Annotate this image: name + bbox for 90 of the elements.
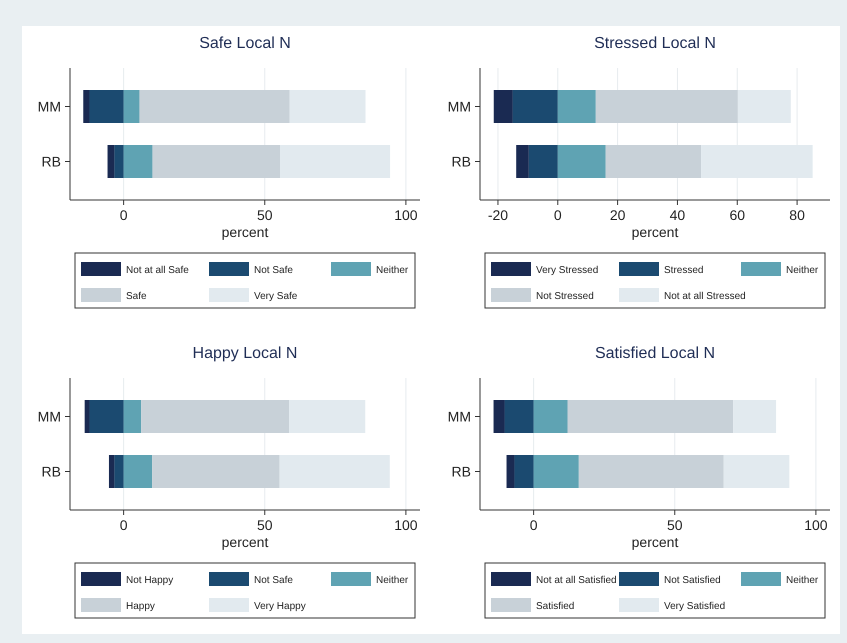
bar	[141, 400, 290, 433]
legend-label: Safe	[126, 291, 148, 302]
x-axis-title: percent	[632, 534, 678, 550]
legend-label: Neither	[786, 575, 819, 586]
y-tick-label: RB	[452, 464, 471, 480]
bar	[83, 90, 90, 123]
x-tick-label: -20	[488, 207, 508, 223]
bar	[494, 400, 505, 433]
bar	[108, 145, 114, 178]
bar	[528, 145, 558, 178]
legend-label: Not at all Safe	[126, 265, 190, 276]
bar	[108, 455, 114, 488]
legend-label: Neither	[376, 575, 409, 586]
bar	[504, 400, 534, 433]
bar	[568, 400, 734, 433]
bar	[124, 455, 152, 488]
x-tick-label: 50	[666, 517, 683, 533]
x-tick-label: 60	[729, 207, 746, 223]
bar	[494, 90, 513, 123]
chart-title: Happy Local N	[192, 345, 298, 362]
bar	[89, 90, 124, 123]
chart-title: Satisfied Local N	[594, 345, 716, 362]
legend-label: Very Stressed	[536, 265, 598, 276]
legend-label: Neither	[376, 265, 409, 276]
bar	[558, 90, 596, 123]
legend-label: Very Happy	[254, 601, 306, 612]
chart-title: Stressed Local N	[594, 35, 716, 52]
bar	[114, 145, 124, 178]
x-tick-label: 0	[120, 207, 128, 223]
bar	[514, 455, 534, 488]
legend-label: Not Stressed	[536, 291, 594, 302]
bar	[506, 455, 514, 488]
bar	[738, 90, 791, 123]
bar	[139, 90, 290, 123]
bar	[124, 400, 142, 433]
x-tick-label: 0	[530, 517, 538, 533]
legend-label: Satisfied	[536, 601, 574, 612]
legend-label: Stressed	[664, 265, 704, 276]
chart-title: Safe Local N	[199, 35, 291, 52]
x-tick-label: 50	[256, 517, 273, 533]
bar	[124, 90, 140, 123]
bar	[606, 145, 702, 178]
x-tick-label: 50	[256, 207, 273, 223]
y-tick-label: MM	[38, 98, 61, 114]
x-tick-label: 0	[554, 207, 562, 223]
bar	[578, 455, 724, 488]
bar	[280, 145, 390, 178]
bar	[114, 455, 124, 488]
legend-label: Happy	[126, 601, 155, 612]
bar	[152, 455, 280, 488]
bar	[279, 455, 390, 488]
bar	[290, 90, 366, 123]
x-axis-title: percent	[222, 534, 268, 550]
x-axis-title: percent	[222, 224, 268, 240]
bar	[516, 145, 529, 178]
legend-label: Very Satisfied	[664, 601, 726, 612]
x-axis-title: percent	[632, 224, 678, 240]
x-tick-label: 40	[670, 207, 686, 223]
y-tick-label: RB	[42, 154, 61, 170]
bar	[596, 90, 738, 123]
legend-label: Very Safe	[254, 291, 298, 302]
bar	[89, 400, 124, 433]
legend-label: Not Satisfied	[664, 575, 721, 586]
bar	[289, 400, 366, 433]
bar	[534, 400, 568, 433]
legend-label: Not at all Stressed	[664, 291, 746, 302]
x-tick-label: 100	[394, 207, 418, 223]
y-tick-label: MM	[448, 98, 471, 114]
y-tick-label: MM	[448, 408, 471, 424]
legend-label: Not at all Satisfied	[536, 575, 617, 586]
y-tick-label: RB	[42, 464, 61, 480]
legend-label: Not Safe	[254, 265, 294, 276]
x-tick-label: 100	[394, 517, 418, 533]
legend-label: Not Happy	[126, 575, 174, 586]
bar	[84, 400, 90, 433]
x-tick-label: 80	[789, 207, 806, 223]
bar	[152, 145, 280, 178]
legend-label: Neither	[786, 265, 819, 276]
y-tick-label: RB	[452, 154, 471, 170]
bar	[124, 145, 152, 178]
legend-label: Not Safe	[254, 575, 294, 586]
bar	[534, 455, 579, 488]
bar	[512, 90, 558, 123]
x-tick-label: 20	[610, 207, 626, 223]
y-tick-label: MM	[38, 408, 61, 424]
bar	[558, 145, 606, 178]
x-tick-label: 0	[120, 517, 128, 533]
bar	[733, 400, 776, 433]
x-tick-label: 100	[804, 517, 828, 533]
bar	[724, 455, 790, 488]
